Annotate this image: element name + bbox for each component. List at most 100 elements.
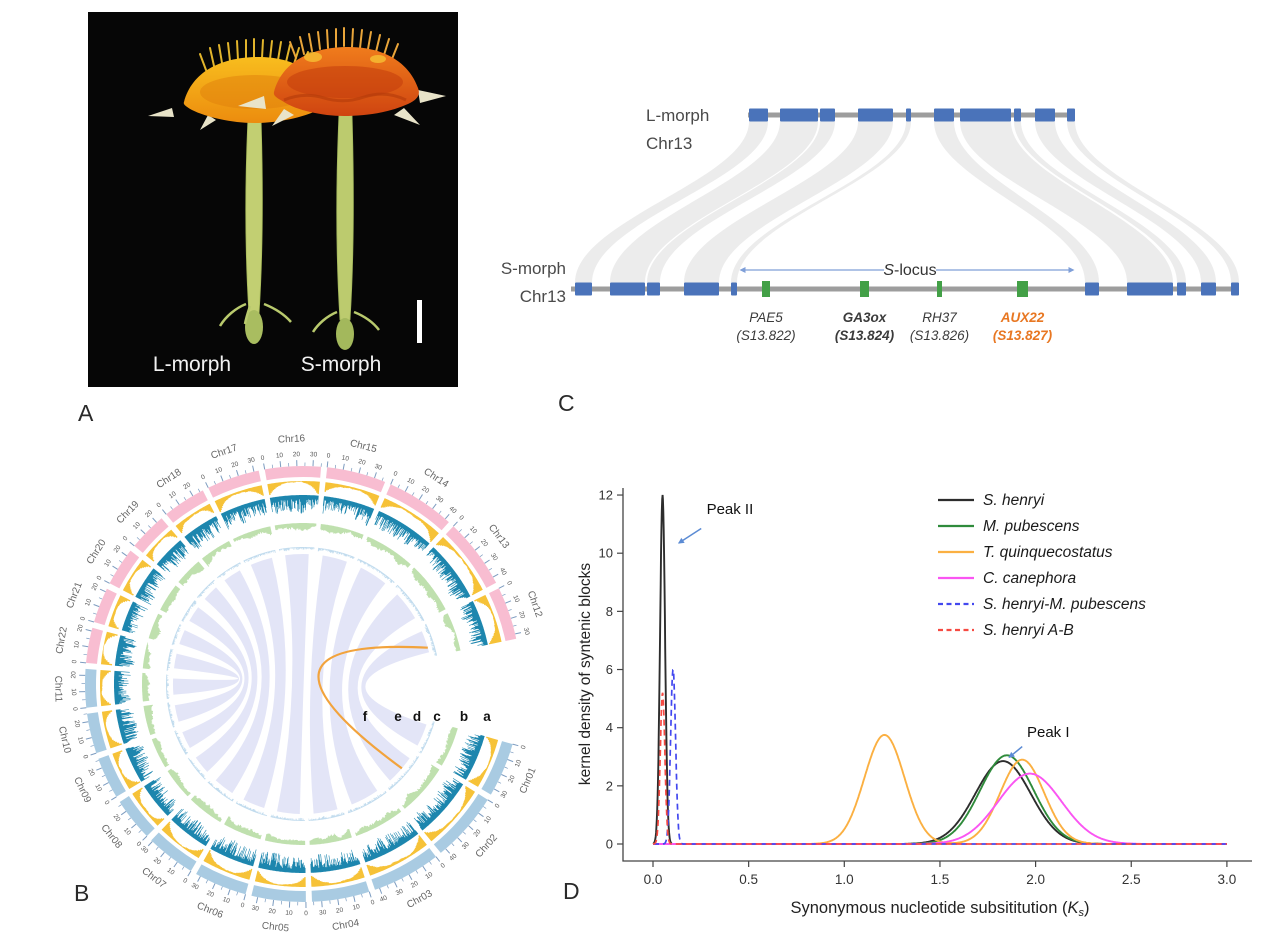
collinearity-ribbon	[575, 121, 768, 283]
track-b	[100, 481, 502, 887]
svg-text:20: 20	[420, 485, 430, 495]
svg-text:10: 10	[70, 688, 77, 696]
svg-text:0: 0	[200, 473, 207, 481]
svg-text:0: 0	[135, 841, 143, 849]
svg-text:40: 40	[448, 505, 458, 515]
svg-text:20: 20	[144, 509, 154, 519]
ribbon-Chr11-Chr22	[172, 653, 240, 695]
legend-label-4: S. henryi-M. pubescens	[983, 596, 1146, 613]
kde-curve-m-pubescens	[653, 754, 1227, 845]
svg-text:0: 0	[260, 454, 265, 462]
x-tick-1.0: 1.0	[835, 872, 854, 887]
l-morph-ovary	[245, 310, 263, 344]
legend-label-2: T. quinquecostatus	[983, 544, 1113, 561]
svg-text:0: 0	[494, 802, 502, 809]
svg-text:10: 10	[103, 558, 113, 568]
kde-curve-s-henryi-m-pubescens	[653, 669, 1227, 845]
ideogram-Chr06	[196, 864, 249, 895]
flower-illustration	[148, 27, 446, 350]
gene-AUX22	[1017, 281, 1028, 297]
collinearity-ribbon	[1067, 121, 1239, 283]
y-tick-0: 0	[606, 837, 613, 852]
svg-text:10: 10	[406, 477, 416, 487]
svg-text:30: 30	[500, 789, 510, 799]
ideogram-Chr14	[386, 484, 449, 531]
ideogram-Chr12	[489, 588, 517, 641]
track-letter-f: f	[363, 709, 368, 724]
l-morph-label-line1: L-morph	[646, 106, 709, 125]
svg-text:0: 0	[440, 862, 447, 870]
gene-RH37	[937, 281, 942, 297]
ideogram-Chr08	[119, 796, 155, 837]
chr-label-Chr22: Chr22	[54, 626, 70, 655]
panel-label-c: C	[558, 390, 575, 416]
svg-text:30: 30	[251, 905, 260, 913]
svg-text:0: 0	[457, 514, 465, 522]
gene-block-bottom	[610, 282, 645, 296]
collinearity-ribbon	[1035, 121, 1216, 283]
gene-block-top	[780, 108, 818, 122]
ideogram-Chr18	[166, 490, 208, 523]
collinearity-ribbon	[934, 121, 1099, 283]
svg-text:0: 0	[370, 899, 376, 907]
gene-block-top	[820, 108, 835, 122]
x-tick-1.5: 1.5	[931, 872, 950, 887]
svg-text:10: 10	[341, 455, 350, 463]
chr-label-Chr16: Chr16	[278, 433, 306, 445]
ribbon-Chr05-Chr16	[277, 553, 309, 814]
gene-id-PAE5: (S13.822)	[736, 328, 795, 343]
gene-block-top	[858, 108, 893, 122]
svg-text:20: 20	[507, 774, 517, 784]
svg-text:20: 20	[472, 828, 482, 838]
svg-text:0: 0	[71, 659, 78, 664]
synteny-ribbons	[172, 553, 430, 814]
chr-label-Chr15: Chr15	[349, 438, 379, 455]
ideogram-Chr03	[371, 848, 436, 890]
svg-text:40: 40	[379, 894, 389, 903]
ideogram-Chr15	[326, 467, 386, 493]
svg-text:20: 20	[112, 813, 122, 823]
svg-text:20: 20	[230, 460, 239, 469]
gene-block-bottom	[1201, 282, 1216, 296]
svg-text:20: 20	[268, 908, 276, 916]
panel-label-d: D	[563, 878, 580, 904]
ribbon-Chr02-Chr13	[348, 594, 416, 781]
ideogram-Chr02	[433, 793, 488, 853]
gene-block-bottom	[684, 282, 719, 296]
y-axis-title: kernel density of syntenic blocks	[577, 563, 594, 786]
gene-block-bottom	[1127, 282, 1173, 296]
collinearity-ribbon	[1014, 121, 1186, 283]
svg-text:0: 0	[505, 580, 513, 587]
legend-label-5: S. henryi A-B	[983, 622, 1074, 639]
svg-text:0: 0	[392, 470, 398, 478]
y-tick-10: 10	[599, 546, 613, 561]
axis-spines	[622, 488, 1252, 862]
x-axis-title: Synonymous nucleotide subsititution (Ks)	[790, 899, 1089, 919]
s-morph-corolla-shade	[287, 66, 403, 98]
chr-label-Chr07: Chr07	[139, 866, 168, 892]
svg-text:10: 10	[84, 598, 93, 608]
gene-block-top	[1067, 108, 1075, 122]
svg-text:20: 20	[293, 451, 301, 458]
flower-label-l-morph: L-morph	[152, 353, 232, 376]
svg-text:20: 20	[70, 671, 77, 679]
svg-text:10: 10	[76, 736, 85, 745]
ribbon-Chr09-Chr20	[182, 607, 249, 748]
svg-text:20: 20	[152, 856, 162, 866]
svg-text:10: 10	[93, 783, 103, 793]
kde-curve-s-henryi-a-b	[652, 692, 1227, 845]
ideogram-Chr16	[264, 466, 322, 481]
gene-name-RH37: RH37	[922, 310, 957, 325]
collinearity-ribbon	[960, 121, 1173, 283]
svg-text:20: 20	[357, 458, 366, 467]
x-tick-2.5: 2.5	[1122, 872, 1141, 887]
gene-id-RH37: (S13.826)	[910, 328, 969, 343]
y-tick-4: 4	[606, 720, 613, 735]
track-letter-d: d	[413, 709, 421, 724]
ribbon-Chr06-Chr17	[243, 557, 286, 808]
svg-text:0: 0	[81, 754, 89, 760]
svg-text:0: 0	[122, 535, 130, 543]
svg-text:0: 0	[240, 902, 246, 910]
gene-block-bottom	[647, 282, 660, 296]
svg-text:30: 30	[247, 456, 256, 465]
